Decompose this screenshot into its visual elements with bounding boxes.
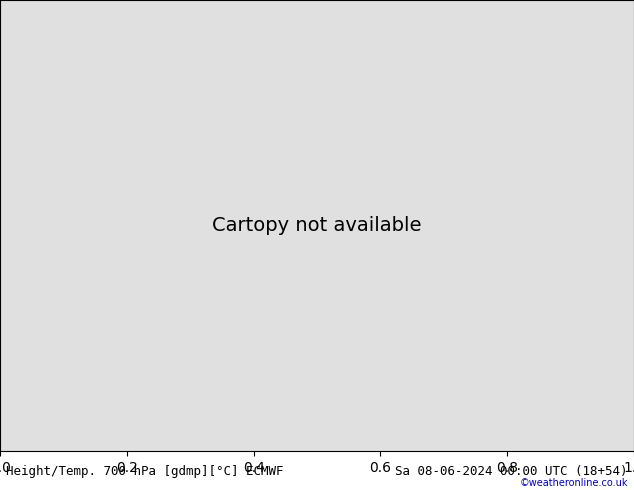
Text: Sa 08-06-2024 00:00 UTC (18+54): Sa 08-06-2024 00:00 UTC (18+54) (395, 465, 628, 478)
Text: Cartopy not available: Cartopy not available (212, 216, 422, 235)
Text: Height/Temp. 700 hPa [gdmp][°C] ECMWF: Height/Temp. 700 hPa [gdmp][°C] ECMWF (6, 465, 284, 478)
Text: ©weatheronline.co.uk: ©weatheronline.co.uk (519, 478, 628, 488)
